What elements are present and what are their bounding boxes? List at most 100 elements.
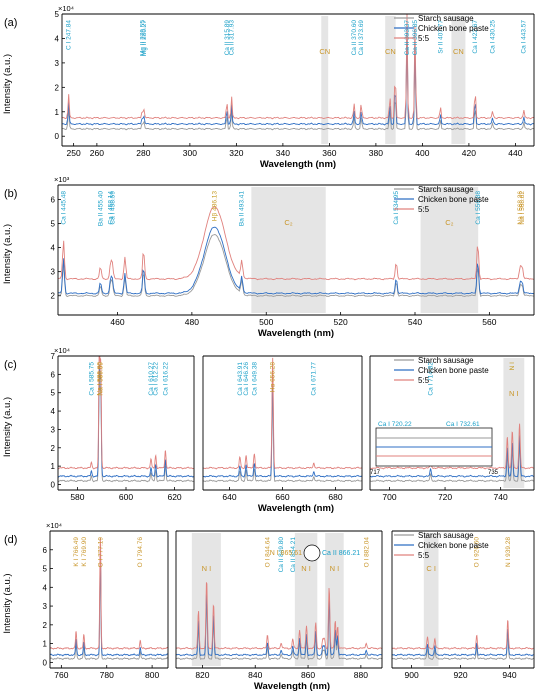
peak-label: Sr II 407.77 (437, 20, 444, 54)
segment: 460 480 500 520 540 560 Ca I 445.48 Ba II 455.4… (57, 184, 535, 327)
y-tick-label: 2 (55, 83, 60, 92)
y-tick-label: 1 (55, 108, 60, 117)
panel-letter: (b) (4, 188, 17, 200)
series-line (202, 357, 363, 470)
y-tick-label: 5 (51, 389, 56, 398)
x-tick-label: 820 (195, 670, 209, 680)
peak-label: Ca II 373.69 (358, 20, 365, 56)
panel-letter: (a) (4, 17, 17, 29)
callout-magnifier (303, 544, 321, 562)
y-tick-label: 5 (43, 565, 48, 574)
x-tick-label: 800 (145, 670, 159, 680)
band-highlight (251, 187, 326, 313)
panel-letter: (c) (4, 359, 17, 371)
band-label: C₂ (284, 218, 292, 227)
y-axis-label: Intensity (a.u.) (2, 573, 13, 633)
x-tick-label: 300 (183, 148, 197, 158)
peak-label: Ca I 610.27 (148, 362, 155, 396)
peak-label: Ca I 585.75 (88, 362, 95, 396)
inset-tick-label: 717 (370, 470, 381, 476)
peak-label: Ca I 443.57 (521, 20, 528, 54)
segment: 700 720 740 Ca I 714.82 N I N I (369, 355, 535, 502)
x-tick-label: 900 (404, 670, 418, 680)
peak-label: O I 777.19 (97, 537, 104, 568)
x-tick-label: 780 (100, 670, 114, 680)
peak-label: Hα 656.28 (270, 362, 277, 393)
peak-label: Ba II 455.40 (97, 191, 104, 226)
panel-a: Intensity (a.u.) (a) ×10⁴ 0 1 2 3 4 5 250 260 280 30… (2, 4, 535, 170)
x-tick-label: 860 (301, 670, 315, 680)
x-tick-label: 420 (462, 148, 476, 158)
series-line (61, 33, 535, 131)
series-line (57, 355, 194, 470)
callout-label: N I 865.61 (270, 550, 302, 557)
x-tick-label: 260 (90, 148, 104, 158)
peak-label: Ca II 317.93 (229, 20, 236, 56)
inset: Ca I 720.22 Ca I 732.61 717 735 (370, 421, 499, 476)
x-axis-label: Wavelength (nm) (254, 681, 330, 692)
y-tick-label: 2 (43, 621, 48, 630)
x-tick-label: 700 (382, 492, 396, 502)
peak-label: Ca II 370.60 (351, 20, 358, 56)
x-tick-label: 600 (119, 492, 133, 502)
x-tick-label: 500 (259, 317, 273, 327)
peak-label: Na I 589.00 (96, 362, 103, 396)
y-tick-label: 5 (55, 10, 60, 19)
axis-multiplier: ×10⁴ (58, 4, 74, 13)
peak-label: O I 794.76 (137, 537, 144, 568)
x-tick-label: 440 (508, 148, 522, 158)
peak-label: Ca II 849.80 (278, 537, 285, 573)
legend-label: Starch sausage (418, 356, 474, 365)
y-tick-label: 6 (51, 370, 56, 379)
peak-label: Ca I 612.22 (153, 362, 160, 396)
peak-label: Ca I 445.48 (61, 191, 68, 225)
peak-label: Ca I 643.91 (237, 362, 244, 396)
legend-label: 5:5 (418, 205, 430, 214)
band-highlight (294, 533, 318, 666)
x-tick-label: 320 (229, 148, 243, 158)
y-axis-label: Intensity (a.u.) (2, 224, 13, 284)
peak-label: K I 769.90 (81, 537, 88, 567)
x-tick-label: 380 (369, 148, 383, 158)
peak-label: Na I 589.59 (98, 362, 105, 396)
legend-label: Starch sausage (418, 14, 474, 23)
callout-label: Ca II 866.21 (322, 550, 360, 557)
x-tick-label: 340 (276, 148, 290, 158)
segment: 820 840 860 880 O I 844.64 Ca II 849.80 Ca II … (175, 530, 383, 680)
series-line (369, 423, 535, 470)
x-tick-label: 640 (222, 492, 236, 502)
peak-label: Na I 568.26 (517, 191, 524, 225)
peak-label: K I 766.49 (73, 537, 80, 567)
x-tick-label: 840 (248, 670, 262, 680)
series-line (175, 594, 383, 657)
inset-label: Ca I 720.22 (378, 421, 412, 428)
series-line (49, 564, 169, 661)
series-line (49, 537, 169, 650)
peak-label: Ca I 556.88 (475, 191, 482, 225)
series-line (391, 628, 535, 657)
band-label: CN (453, 47, 464, 56)
panel-d: Intensity (a.u.) (d) ×10⁴ 0 1 2 3 4 5 6 760 780 800 K… (2, 521, 535, 692)
y-axis-label: Intensity (a.u.) (2, 54, 13, 114)
axis-multiplier: ×10³ (54, 175, 70, 184)
y-tick-label: 4 (51, 244, 56, 253)
band-highlight (451, 16, 466, 144)
series-line (57, 226, 535, 295)
band-highlight (420, 187, 479, 313)
series-line (57, 377, 194, 483)
legend-label: Starch sausage (418, 185, 474, 194)
x-tick-label: 720 (438, 492, 452, 502)
peak-label: Ba II 493.41 (239, 191, 246, 226)
band-label: N I (330, 564, 340, 573)
series-line (57, 364, 195, 478)
y-tick-label: 1 (51, 462, 56, 471)
peak-label: Ca II 854.21 (290, 537, 297, 573)
peak-label: Hβ 486.13 (212, 191, 219, 222)
x-tick-label: 400 (415, 148, 429, 158)
series-line (61, 13, 535, 120)
peak-label: O I 844.64 (264, 537, 271, 568)
x-tick-label: 540 (408, 317, 422, 327)
x-tick-label: 250 (67, 148, 81, 158)
series-line (202, 387, 363, 483)
y-tick-label: 4 (43, 583, 48, 592)
